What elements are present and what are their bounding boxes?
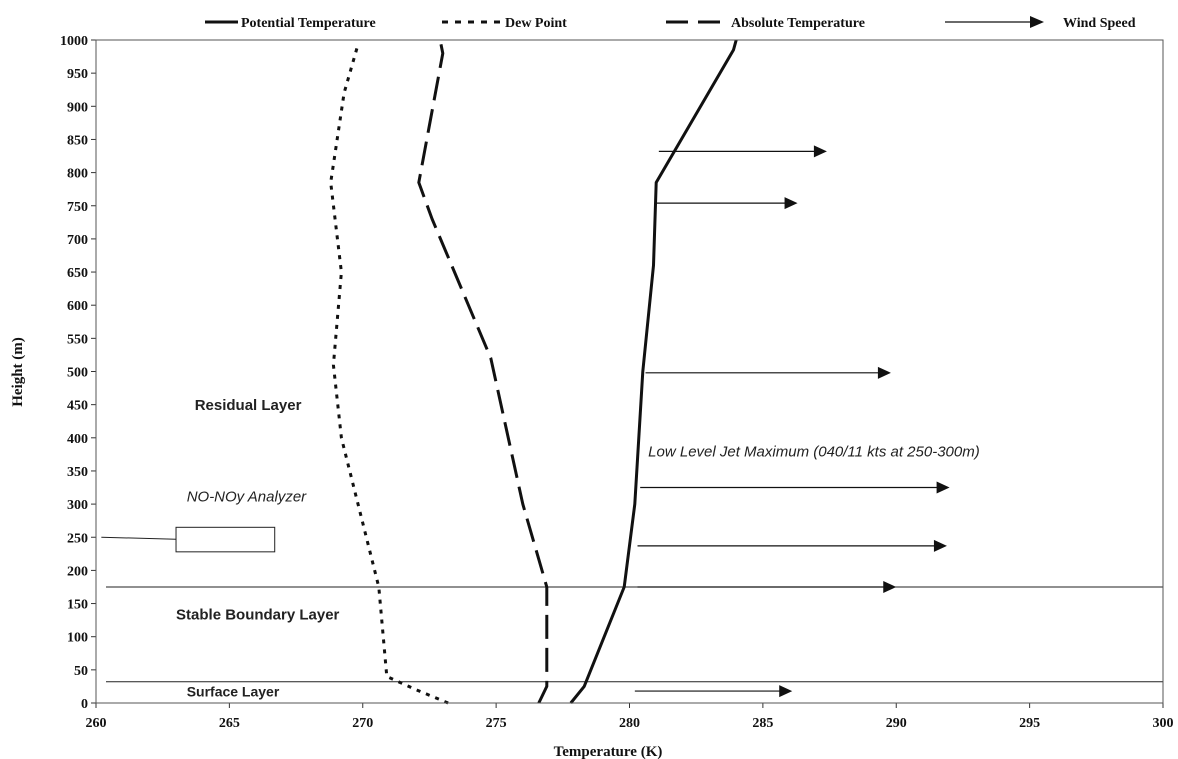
y-tick-label: 50 — [74, 664, 88, 679]
plot-frame — [95, 39, 1164, 704]
wind-arrowhead-icon — [813, 145, 827, 158]
y-tick-label: 0 — [81, 697, 88, 712]
x-tick-label: 270 — [352, 716, 373, 731]
axis-ticks: 260 265 270 275 280 285 290 295 300 0 50 100 150 200 2… — [60, 34, 1174, 731]
x-axis-title: Temperature (K) — [554, 744, 663, 759]
x-tick-label: 260 — [86, 716, 107, 731]
series-lines — [329, 39, 738, 705]
wind-arrowhead-icon — [779, 685, 793, 698]
y-tick-label: 250 — [67, 531, 88, 546]
analyzer-box — [175, 526, 276, 553]
low-level-jet-label: Low Level Jet Maximum (040/11 kts at 250… — [648, 443, 980, 460]
legend-label-absolute-temperature: Absolute Temperature — [731, 16, 865, 31]
x-tick-label: 295 — [1019, 716, 1040, 731]
wind-arrowhead-icon — [877, 366, 891, 379]
legend-label-potential-temperature: Potential Temperature — [241, 16, 376, 31]
legend-label-wind-speed: Wind Speed — [1063, 16, 1136, 31]
y-tick-label: 200 — [67, 564, 88, 579]
y-tick-label: 750 — [67, 200, 88, 215]
reference-lines — [106, 586, 1163, 683]
y-tick-label: 450 — [67, 399, 88, 414]
x-tick-label: 300 — [1153, 716, 1174, 731]
y-tick-label: 850 — [67, 133, 88, 148]
y-axis-title: Height (m) — [10, 337, 26, 407]
x-tick-label: 275 — [486, 716, 507, 731]
surface-layer-label: Surface Layer — [187, 683, 280, 699]
wind-arrowhead-icon — [936, 481, 950, 494]
wind-arrowhead-icon — [784, 197, 798, 210]
y-tick-label: 650 — [67, 266, 88, 281]
y-tick-label: 150 — [67, 598, 88, 613]
series-line-absolute-temperature — [417, 39, 549, 704]
y-tick-label: 100 — [67, 631, 88, 646]
x-tick-label: 280 — [619, 716, 640, 731]
series-line-potential-temperature — [569, 39, 738, 704]
y-tick-label: 950 — [67, 67, 88, 82]
series-line-dew-point — [329, 46, 449, 705]
legend-label-dew-point: Dew Point — [505, 16, 567, 31]
legend: Potential Temperature Dew Point Absolute… — [205, 16, 1136, 31]
y-tick-label: 400 — [67, 432, 88, 447]
residual-layer-label: Residual Layer — [195, 397, 302, 414]
legend-arrowhead-icon — [1030, 16, 1044, 28]
y-tick-label: 800 — [67, 167, 88, 182]
y-tick-label: 500 — [67, 366, 88, 381]
x-tick-label: 290 — [886, 716, 907, 731]
y-tick-label: 300 — [67, 498, 88, 513]
wind-arrowhead-icon — [883, 580, 897, 593]
wind-arrowhead-icon — [933, 539, 947, 552]
x-tick-label: 265 — [219, 716, 240, 731]
stable-boundary-layer-label: Stable Boundary Layer — [176, 606, 340, 623]
y-tick-label: 600 — [67, 299, 88, 314]
y-tick-label: 700 — [67, 233, 88, 248]
y-tick-label: 900 — [67, 100, 88, 115]
analyzer-label: NO-NOy Analyzer — [187, 488, 307, 505]
y-tick-label: 1000 — [60, 34, 88, 49]
y-tick-label: 550 — [67, 332, 88, 347]
analyzer-marker — [101, 526, 276, 553]
wind-arrows — [634, 145, 950, 698]
analyzer-pointer — [101, 536, 177, 540]
y-tick-label: 350 — [67, 465, 88, 480]
x-tick-label: 285 — [752, 716, 773, 731]
